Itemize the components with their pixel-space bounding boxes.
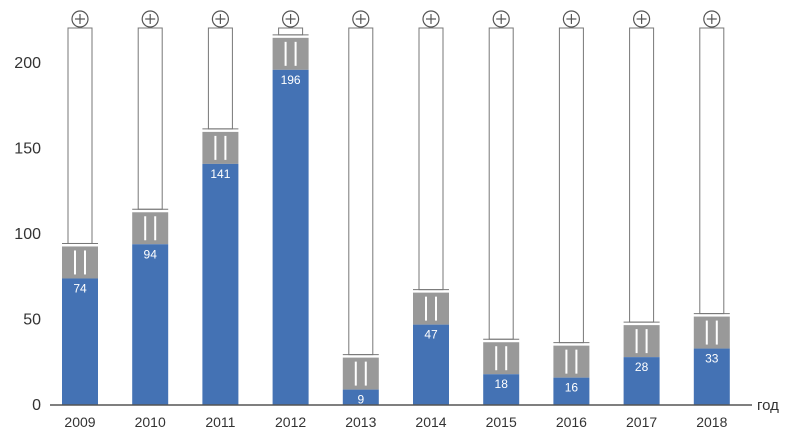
bar [693,348,730,405]
y-tick-label: 150 [14,141,41,158]
bar-group: 28 [623,10,660,405]
y-tick-label: 50 [23,312,41,329]
bar-terminal [132,212,169,245]
bar-group: 18 [483,10,520,405]
x-tick-label: 2009 [64,414,95,430]
x-tick-label: 2014 [415,414,446,430]
x-axis-title: год [757,397,779,414]
x-tick-label: 2012 [275,414,306,430]
bar-group: 94 [132,10,169,405]
bar-outline [207,27,233,130]
bar-value-label: 141 [210,167,230,181]
bar [272,69,309,405]
bar-value-label: 16 [565,381,579,395]
bar-terminal [272,37,309,70]
y-axis-ticks: 0 50 100 150 200 [14,55,41,414]
bar-outline [418,27,444,291]
bar [342,389,379,405]
bar-terminal [693,316,730,349]
bar-value-label: 9 [357,393,364,407]
bar [413,324,449,405]
bar-terminal [553,345,590,378]
bar-outline [629,27,655,323]
bar-value-label: 33 [705,352,719,366]
bar-terminal [623,325,660,358]
bar-outline [699,27,725,315]
x-axis-labels: 2009 2010 2011 2012 2013 2014 2015 2016 2017 2018 [64,414,727,430]
bar-value-label: 18 [495,377,509,391]
y-tick-label: 100 [14,226,41,243]
x-tick-label: 2016 [556,414,587,430]
bar-value-label: 94 [144,247,158,261]
bar-value-label: 47 [424,328,438,342]
bar-terminal [483,342,520,375]
bar-outline [67,27,93,244]
y-tick-label: 200 [14,55,41,72]
x-tick-label: 2010 [135,414,166,430]
bar-outline [278,27,304,36]
x-tick-label: 2017 [626,414,657,430]
bar-group: 74 [62,10,98,405]
bar-outline [137,27,163,210]
bar-value-label: 196 [281,73,301,87]
bar [62,278,98,405]
x-tick-label: 2013 [345,414,376,430]
bar-group: 141 [202,10,239,405]
bar-value-label: 28 [635,360,649,374]
bar-terminal [202,131,239,164]
bar [202,163,239,405]
bar-group: 196 [272,10,309,405]
x-tick-label: 2015 [486,414,517,430]
bar [483,374,520,405]
bar-outline [348,27,374,356]
bar-value-label: 74 [73,281,87,295]
bar-terminal [62,246,98,279]
x-tick-label: 2018 [696,414,727,430]
bar-outline [558,27,584,344]
bar [623,357,660,405]
x-tick-label: 2011 [205,414,235,430]
bar [132,244,169,405]
bar-group: 47 [413,10,449,405]
bar-group: 33 [693,10,730,405]
bar-outline [488,27,514,340]
bar-terminal [342,357,379,390]
bar-terminal [413,292,449,325]
bar-group: 9 [342,10,379,407]
bar [553,377,590,405]
y-tick-label: 0 [32,397,41,414]
bars: 74 94 141 196 9 47 18 16 28 33 [62,10,730,407]
bar-group: 16 [553,10,590,405]
